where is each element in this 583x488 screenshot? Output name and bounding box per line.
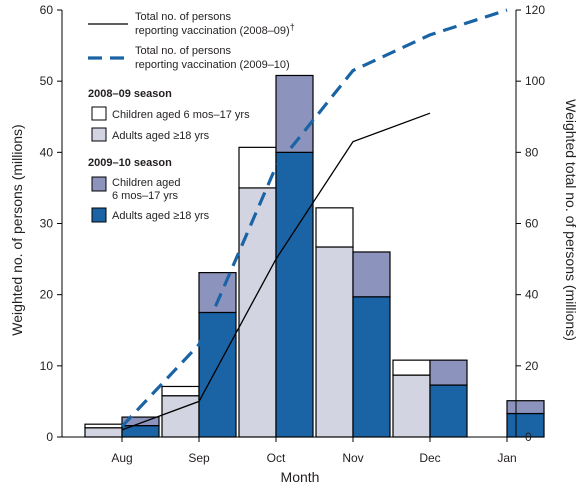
bar-2008-09-oct-adults xyxy=(238,187,277,438)
bar-2008-09-dec-adults xyxy=(392,374,431,438)
legend-label: Adults aged ≥18 yrs xyxy=(112,130,210,142)
bar-2008-09-nov-children xyxy=(315,207,354,248)
x-tick-label: Dec xyxy=(419,451,440,465)
y2-tick-label: 120 xyxy=(525,3,545,17)
y2-tick-label: 40 xyxy=(525,288,539,302)
x-tick-label: Nov xyxy=(342,451,363,465)
y2-tick-label: 100 xyxy=(525,74,545,88)
y2-axis-title: Weighted total no. of persons (millions) xyxy=(563,99,579,341)
bar-2008-09-aug-children xyxy=(84,423,123,429)
y-axis-title: Weighted no. of persons (millions) xyxy=(9,124,25,335)
line-2008-09-total xyxy=(121,112,431,431)
x-tick-label: Sep xyxy=(188,451,210,465)
bar-2009-10-oct-children xyxy=(275,74,314,153)
bar-2009-10-dec-adults xyxy=(429,384,468,438)
x-tick-label: Jan xyxy=(497,451,516,465)
y2-tick-label: 20 xyxy=(525,359,539,373)
legend-label: 6 mos–17 yrs xyxy=(112,190,179,202)
bar-2009-10-oct-adults xyxy=(275,151,314,438)
bar-2008-09-sep-children xyxy=(161,385,200,397)
bars-2009-10 xyxy=(121,74,545,438)
bar-2009-10-sep-adults xyxy=(198,311,237,438)
y-tick-label: 0 xyxy=(46,430,53,444)
y-tick-label: 50 xyxy=(40,74,54,88)
y2-tick-label: 60 xyxy=(525,217,539,231)
y-tick-label: 30 xyxy=(40,217,54,231)
legend-swatch xyxy=(91,106,107,121)
bars-2008-09 xyxy=(84,146,431,438)
legend-group-2008-09: 2008–09 season Children aged 6 mos–17 yrs… xyxy=(88,88,250,142)
y2-tick-label: 0 xyxy=(525,430,532,444)
legend-dagger: † xyxy=(290,22,295,32)
legend-label: Children aged 6 mos–17 yrs xyxy=(112,109,250,121)
bar-2008-09-aug-adults xyxy=(84,427,123,438)
x-axis-title: Month xyxy=(281,469,320,485)
legend-group-title: 2009–10 season xyxy=(88,157,172,169)
legend-label: Adults aged ≥18 yrs xyxy=(112,210,210,222)
line-2009-10-total xyxy=(120,8,508,428)
bar-2008-09-dec-children xyxy=(392,359,431,376)
x-tick-label: Aug xyxy=(111,451,132,465)
axes: 0 10 20 30 40 50 60 0 20 40 60 80 100 120 Aug Sep Oct Nov… xyxy=(40,3,546,465)
y-tick-label: 10 xyxy=(40,359,54,373)
legend-label: reporting vaccination (2008–09)† xyxy=(135,22,295,37)
legend-swatch xyxy=(91,176,107,192)
legend-label: Children aged xyxy=(112,177,181,189)
legend-label: Total no. of persons xyxy=(135,11,232,23)
bar-2008-09-sep-adults xyxy=(161,395,200,438)
legend-line-entry-2009: Total no. of persons reporting vaccinatio… xyxy=(88,45,290,71)
bar-2009-10-nov-adults xyxy=(352,296,391,438)
legend-swatch xyxy=(91,127,107,142)
bar-2009-10-sep-children xyxy=(198,272,237,314)
legend-swatch xyxy=(91,207,107,223)
y-tick-label: 40 xyxy=(40,145,54,159)
y-tick-label: 60 xyxy=(40,3,54,17)
legend-group-title: 2008–09 season xyxy=(88,88,172,100)
bar-2008-09-nov-adults xyxy=(315,246,354,438)
cumulative-lines xyxy=(120,8,508,431)
y2-tick-label: 80 xyxy=(525,145,539,159)
y-tick-label: 20 xyxy=(40,288,54,302)
legend-label: Total no. of persons xyxy=(135,45,232,57)
legend-label: reporting vaccination (2009–10) xyxy=(135,59,290,71)
bar-2009-10-nov-children xyxy=(352,251,391,298)
bar-2009-10-jan-children xyxy=(506,400,545,415)
bar-2009-10-dec-children xyxy=(429,359,468,386)
bar-2009-10-aug-children xyxy=(121,416,160,427)
x-tick-label: Oct xyxy=(267,451,286,465)
